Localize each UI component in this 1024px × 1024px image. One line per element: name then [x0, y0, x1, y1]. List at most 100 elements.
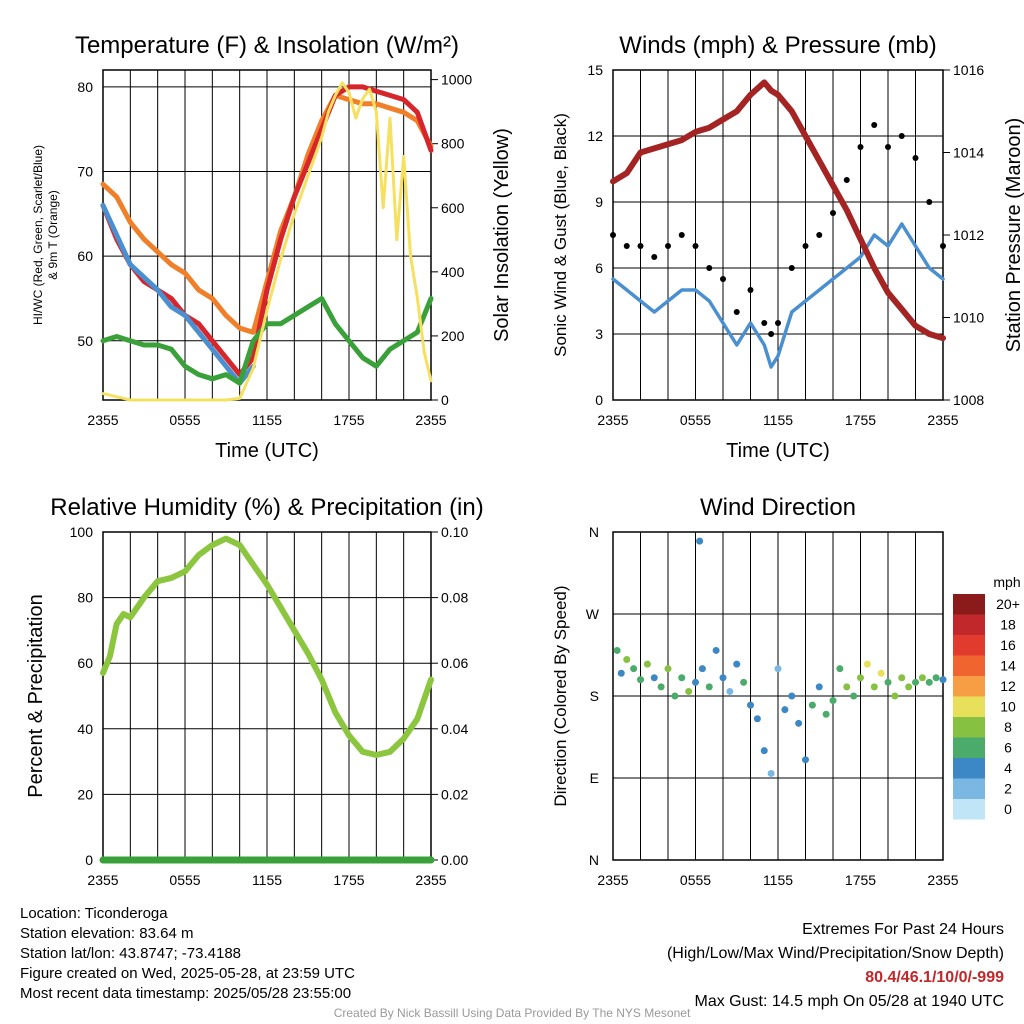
y-axis-label: Percent & Precipitation: [25, 594, 47, 797]
gust-point: [678, 232, 685, 238]
series-line: [100, 296, 434, 386]
y-tick-label: S: [590, 688, 599, 704]
direction-point: [912, 678, 919, 686]
gust-point: [912, 155, 919, 161]
chart-title: Temperature (F) & Insolation (W/m²): [75, 32, 459, 59]
direction-point: [932, 674, 940, 682]
gust-point: [857, 144, 864, 150]
gust-point: [768, 331, 775, 337]
legend-swatch: [953, 778, 985, 799]
direction-point: [726, 687, 734, 695]
station-info: Location: Ticonderoga Station elevation:…: [20, 904, 355, 1004]
gust-point: [775, 320, 781, 326]
y2-tick-label: 1000: [441, 72, 472, 88]
y-tick-label: E: [590, 770, 599, 786]
x-axis-label: Time (UTC): [726, 440, 830, 462]
y2-tick-label: 1016: [953, 62, 984, 78]
y-tick-label: 6: [595, 260, 603, 276]
gust-point: [843, 177, 850, 183]
y-tick-label: 50: [77, 333, 93, 349]
x-tick-label: 1155: [763, 412, 793, 428]
y-tick-label: 20: [77, 786, 93, 802]
y2-tick-label: 0.06: [441, 655, 468, 671]
legend-swatch: [953, 594, 985, 615]
direction-point: [643, 660, 651, 668]
y-tick-label: 60: [77, 655, 93, 671]
x-tick-label: 0555: [680, 872, 711, 888]
direction-point: [884, 678, 892, 686]
x-tick-label: 2355: [597, 872, 628, 888]
location-text: Location: Ticonderoga: [20, 905, 168, 922]
x-tick-label: 1155: [252, 412, 282, 428]
series-line: [101, 81, 433, 402]
x-tick-label: 2355: [415, 412, 446, 428]
direction-point: [774, 665, 782, 673]
direction-point: [630, 665, 638, 673]
gust-point: [623, 243, 630, 249]
y2-tick-label: 1014: [953, 145, 984, 161]
plot-frame-1: [102, 69, 432, 401]
direction-point: [760, 747, 768, 755]
x-tick-label: 2355: [87, 872, 118, 888]
series-line: [611, 222, 945, 369]
extremes-info: Extremes For Past 24 Hours (High/Low/Max…: [667, 918, 1004, 1014]
extremes-values: 80.4/46.1/10/0/-999: [865, 969, 1004, 986]
legend-label: 6: [1004, 740, 1012, 756]
direction-point: [740, 678, 748, 686]
direction-point: [822, 710, 830, 718]
gust-point: [706, 265, 713, 271]
direction-point: [637, 676, 644, 684]
x-tick-label: 1755: [333, 412, 364, 428]
y2-tick-label: 1008: [953, 392, 984, 408]
legend-label: 4: [1004, 760, 1012, 776]
series-line: [610, 79, 946, 342]
y2-tick-label: 600: [441, 200, 465, 216]
x-tick-label: 2355: [597, 412, 628, 428]
legend-swatch: [953, 737, 985, 758]
direction-point: [829, 697, 837, 705]
gust-point: [926, 199, 933, 205]
y-axis-label: Direction (Colored By Speed): [551, 585, 570, 806]
y2-tick-label: 1012: [953, 227, 984, 243]
y-tick-label: 12: [587, 128, 603, 144]
x-tick-label: 1755: [845, 872, 876, 888]
gust-point: [788, 265, 795, 271]
y-tick-label: 80: [77, 590, 93, 606]
direction-point: [781, 706, 789, 714]
y2-tick-label: 800: [441, 136, 465, 152]
direction-point: [836, 665, 844, 673]
direction-point: [650, 674, 658, 682]
y-tick-label: 15: [587, 62, 603, 78]
extremes-title: Extremes For Past 24 Hours: [802, 921, 1004, 938]
direction-point: [617, 669, 625, 677]
y2-tick-label: 0.02: [441, 786, 468, 802]
y-axis-label: Station Pressure (Maroon): [1003, 118, 1024, 353]
x-axis-label: Time (UTC): [215, 440, 319, 462]
legend-swatch: [953, 655, 985, 676]
gust-point: [871, 122, 878, 128]
max-gust-text: Max Gust: 14.5 mph On 05/28 at 1940 UTC: [694, 993, 1005, 1010]
legend-swatch: [953, 614, 985, 635]
direction-point: [698, 665, 706, 673]
y-tick-label: N: [589, 524, 599, 540]
gust-point: [720, 276, 726, 282]
direction-point: [692, 678, 699, 686]
gust-point: [733, 309, 740, 315]
direction-point: [857, 674, 864, 682]
gust-point: [898, 133, 905, 139]
legend-label: 2: [1004, 781, 1012, 797]
direction-point: [918, 674, 926, 682]
direction-point: [747, 701, 754, 709]
gust-point: [637, 243, 644, 249]
direction-point: [664, 665, 672, 673]
x-tick-label: 2355: [927, 872, 958, 888]
direction-point: [671, 692, 679, 700]
x-tick-label: 0555: [680, 412, 711, 428]
legend-label: 12: [1000, 678, 1016, 694]
direction-point: [753, 715, 761, 723]
x-tick-label: 1155: [252, 872, 282, 888]
y2-tick-label: 0: [441, 392, 449, 408]
legend-swatch: [953, 676, 985, 697]
